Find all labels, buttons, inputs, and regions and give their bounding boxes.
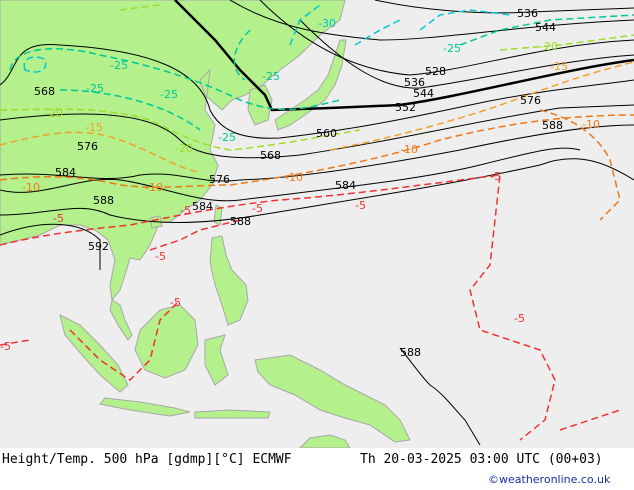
contour-line <box>0 223 101 270</box>
valid-time: Th 20-03-2025 03:00 UTC (00+03) <box>360 452 603 467</box>
asia-mainland <box>0 0 346 302</box>
contour-label: -25 <box>110 59 128 72</box>
contour-label: 584 <box>335 179 356 192</box>
contour-label: -25 <box>160 88 178 101</box>
temperature-contours <box>0 4 634 441</box>
contour-line <box>259 0 634 76</box>
contour-label: -5 <box>170 296 181 309</box>
contour-label: 568 <box>260 149 281 162</box>
contour-line <box>0 158 634 223</box>
contour-label: -25 <box>86 82 104 95</box>
contour-label: -10 <box>145 181 163 194</box>
contour-label: -10 <box>400 143 418 156</box>
contour-line <box>0 104 634 159</box>
contour-line <box>9 14 634 131</box>
australia-north <box>299 434 351 448</box>
contour-label: 544 <box>535 21 556 34</box>
contour-line <box>229 0 634 41</box>
contour-label: 536 <box>404 76 425 89</box>
lesser-sunda <box>194 409 271 419</box>
contour-label: 576 <box>77 140 98 153</box>
contour-label: -10 <box>285 171 303 184</box>
contour-line <box>0 43 634 139</box>
contour-label: -25 <box>262 70 280 83</box>
contour-label: -5 <box>53 212 64 225</box>
contour-label: 588 <box>542 119 563 132</box>
contour-label: -5 <box>180 204 191 217</box>
contour-line <box>0 174 621 441</box>
contour-label: 592 <box>88 240 109 253</box>
contour-label: -5 <box>155 250 166 263</box>
contour-line <box>0 124 634 182</box>
contour-line <box>174 0 634 112</box>
contour-label: 584 <box>192 200 213 213</box>
contour-label: 576 <box>209 173 230 186</box>
contour-line <box>299 19 634 89</box>
java <box>99 397 191 417</box>
philippines <box>209 235 249 326</box>
contour-label: 528 <box>425 65 446 78</box>
map-title: Height/Temp. 500 hPa [gdmp][°C] ECMWF <box>2 452 292 467</box>
contour-label: -25 <box>218 131 236 144</box>
contour-label: 588 <box>230 215 251 228</box>
contour-labels: 536 544 528 536 544 552 568 560 568 576 … <box>0 7 600 359</box>
contour-label: -20 <box>45 107 63 120</box>
contour-line <box>23 4 511 73</box>
contour-label: -15 <box>85 121 103 134</box>
contour-label: -15 <box>550 60 568 73</box>
contour-label: 544 <box>413 87 434 100</box>
contour-label: -20 <box>175 142 193 155</box>
contour-label: -30 <box>318 17 336 30</box>
height-contours <box>0 0 634 446</box>
contour-label: 536 <box>517 7 538 20</box>
contour-label: -5 <box>0 340 11 353</box>
malay-peninsula <box>109 299 133 341</box>
contour-label: 568 <box>34 85 55 98</box>
contour-line <box>0 4 634 151</box>
contour-line <box>399 347 481 446</box>
weather-map: 536 544 528 536 544 552 568 560 568 576 … <box>0 0 634 448</box>
contour-label: -10 <box>582 118 600 131</box>
contour-label: -5 <box>355 199 366 212</box>
contour-label: -5 <box>514 312 525 325</box>
contour-label: 576 <box>520 94 541 107</box>
contour-label: -5 <box>252 202 263 215</box>
contour-line <box>0 147 581 202</box>
credit-link[interactable]: ©weatheronline.co.uk <box>488 473 611 486</box>
contour-line <box>0 61 634 173</box>
contour-label: 588 <box>93 194 114 207</box>
contour-label: -10 <box>22 181 40 194</box>
contour-label: -20 <box>540 40 558 53</box>
borneo <box>134 304 199 379</box>
contour-label: -25 <box>443 42 461 55</box>
contour-label: 552 <box>395 101 416 114</box>
sulawesi <box>204 334 229 386</box>
japan <box>274 39 347 131</box>
contour-label: 588 <box>400 346 421 359</box>
contour-line <box>374 0 634 14</box>
contour-line <box>0 109 634 221</box>
new-guinea <box>254 354 411 443</box>
contour-label: 560 <box>316 127 337 140</box>
contour-label: 584 <box>55 166 76 179</box>
contour-label: -5 <box>490 170 501 183</box>
